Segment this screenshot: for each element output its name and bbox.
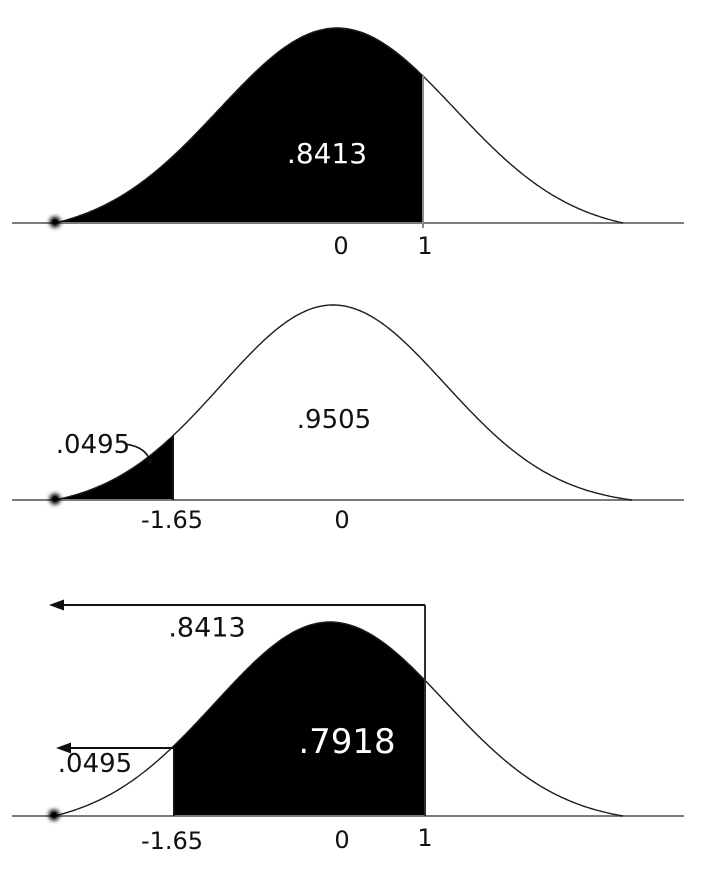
normal-curve [54,27,624,224]
tick-label-1: 1 [417,232,433,260]
curve-origin-dot-core [51,812,57,818]
leader-arrowhead-icon [146,458,153,466]
shaded-area [174,622,425,817]
left-arrowhead-icon [49,599,64,611]
probability-label-7918: .7918 [298,722,396,762]
normal-curve [53,621,624,817]
tick-label-minus-1-65: -1.65 [140,827,204,855]
left-arrowhead-icon [56,742,71,754]
tick-label-1: 1 [417,824,433,852]
tick-label-0: 0 [333,232,349,260]
probability-label-8413: .8413 [286,137,368,170]
curve-origin-dot-core [52,219,58,225]
tick-label-0: 0 [334,826,350,854]
shaded-area [55,28,423,224]
normal-curve [54,304,633,501]
tick-label-0: 0 [334,506,350,534]
curve-origin-dot-core [52,496,58,502]
body-probability-label-9505: .9505 [296,405,372,435]
arrow-label-8413: .8413 [168,612,246,644]
tick-label-minus-1-65: -1.65 [140,506,204,534]
arrow-label-0495: .0495 [57,749,133,779]
shaded-area [55,435,173,501]
tail-probability-label-0495: .0495 [55,430,131,460]
